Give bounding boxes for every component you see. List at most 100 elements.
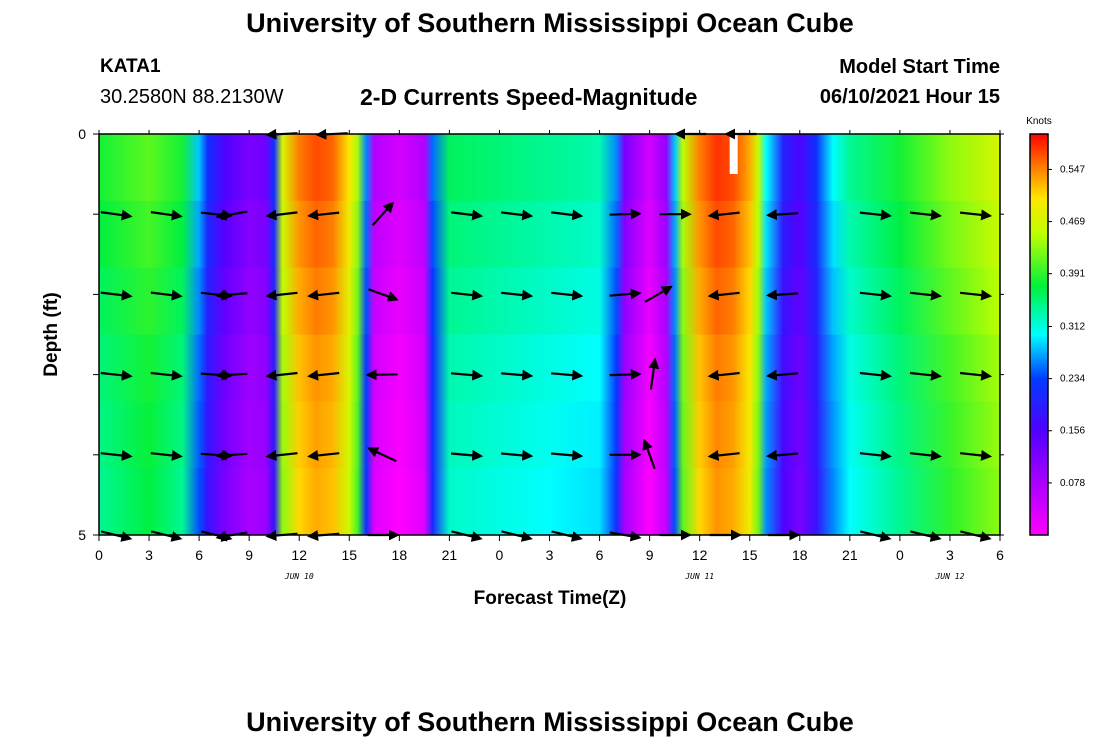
current-arrow	[765, 289, 799, 301]
colorbar-label: 0.234	[1060, 374, 1085, 385]
current-arrow	[648, 357, 660, 390]
x-tick-label: 3	[946, 547, 954, 563]
current-arrow	[150, 449, 183, 461]
x-tick-label: 3	[546, 547, 554, 563]
x-axis-title: Forecast Time(Z)	[474, 588, 627, 609]
current-arrow	[100, 209, 133, 221]
current-arrow	[707, 289, 740, 301]
current-arrow	[367, 447, 397, 463]
current-arrow	[451, 289, 484, 301]
colorbar-scale	[1029, 133, 1049, 536]
current-arrow	[551, 449, 584, 461]
current-arrow	[609, 368, 642, 380]
current-arrow	[501, 369, 534, 381]
current-arrow	[150, 369, 183, 381]
current-arrow	[451, 449, 484, 461]
current-arrow	[265, 369, 298, 381]
current-arrow	[959, 289, 993, 301]
current-arrow	[959, 209, 993, 221]
current-arrow	[307, 289, 340, 301]
date-label: JUN 10	[284, 572, 314, 581]
current-arrow	[707, 209, 740, 221]
current-arrow	[707, 449, 740, 461]
colorbar-label: 0.312	[1060, 321, 1085, 332]
x-tick-label: 6	[195, 547, 203, 563]
colorbar-label: 0.547	[1060, 164, 1085, 175]
page-title: University of Southern Mississippi Ocean…	[246, 8, 854, 38]
x-tick-label: 9	[245, 547, 253, 563]
x-tick-label: 15	[742, 547, 758, 563]
heatmap-band	[99, 401, 1000, 469]
x-tick-label: 18	[392, 547, 408, 563]
current-arrow	[859, 289, 892, 301]
x-tick-label: 21	[442, 547, 458, 563]
x-tick-label: 0	[896, 547, 904, 563]
colorbar: Knots 0.547 0.469 0.391 0.312 0.234 0.156 0.078	[1026, 116, 1085, 536]
heatmap-band	[99, 134, 1000, 202]
current-arrow	[609, 288, 642, 300]
x-tick-label: 6	[996, 547, 1004, 563]
current-arrow	[307, 369, 340, 381]
current-arrow	[551, 209, 584, 221]
current-arrow	[215, 289, 248, 301]
heatmap-band	[99, 468, 1000, 536]
current-arrow	[215, 449, 248, 461]
x-tick-label: 21	[842, 547, 858, 563]
current-arrow	[307, 209, 340, 221]
current-arrow	[765, 369, 799, 381]
current-arrow	[859, 209, 892, 221]
x-tick-label: 15	[341, 547, 357, 563]
x-tick-label: 9	[646, 547, 654, 563]
current-arrow	[368, 288, 399, 302]
current-arrow	[859, 449, 892, 461]
x-tick-label: 18	[792, 547, 808, 563]
x-tick-label: 6	[596, 547, 604, 563]
y-axis-title: Depth (ft)	[41, 292, 62, 376]
current-arrow	[501, 289, 534, 301]
current-arrow	[265, 209, 298, 221]
current-arrow	[150, 209, 183, 221]
current-arrow	[100, 289, 133, 301]
current-arrow	[551, 289, 584, 301]
current-arrow	[215, 369, 248, 381]
current-arrow	[644, 285, 673, 303]
heatmap-rows	[99, 134, 1000, 536]
date-label: JUN 12	[934, 572, 964, 581]
current-arrow	[859, 369, 892, 381]
current-vectors	[100, 128, 993, 542]
current-arrow	[501, 449, 534, 461]
current-arrow	[371, 201, 395, 227]
current-arrow	[265, 289, 298, 301]
model-start-time: 06/10/2021 Hour 15	[819, 86, 1000, 108]
current-arrow	[765, 209, 799, 221]
current-arrow	[909, 209, 942, 221]
heatmap-band	[99, 200, 1000, 269]
colorbar-label: 0.156	[1060, 426, 1085, 437]
current-arrow	[959, 369, 993, 381]
missing-data-mark	[729, 134, 738, 174]
current-arrow	[707, 369, 740, 381]
y-axis: 05	[78, 126, 1004, 543]
x-tick-label: 0	[496, 547, 504, 563]
current-arrow	[100, 369, 133, 381]
date-label: JUN 11	[684, 572, 714, 581]
current-arrow	[551, 369, 584, 381]
current-arrow	[909, 449, 942, 461]
x-axis: 0 3 6 9 12 15 18 21 0 3 6 9 12 15 18 21 0 3 6 JUN 10 JUN 11 J…	[95, 130, 1004, 581]
current-arrow	[765, 449, 799, 461]
current-arrow	[215, 209, 248, 221]
colorbar-label: 0.078	[1060, 478, 1085, 489]
y-tick-label: 5	[78, 527, 86, 543]
current-arrow	[909, 369, 942, 381]
colorbar-label: 0.391	[1060, 269, 1085, 280]
current-arrow	[959, 449, 993, 461]
colorbar-unit: Knots	[1026, 116, 1052, 127]
current-arrow	[100, 449, 133, 461]
current-arrow	[307, 449, 340, 461]
current-arrow	[451, 209, 484, 221]
heatmap-band	[99, 267, 1000, 335]
x-tick-label: 12	[692, 547, 708, 563]
current-arrow	[642, 438, 656, 470]
chart-subtitle: 2-D Currents Speed-Magnitude	[360, 84, 698, 110]
